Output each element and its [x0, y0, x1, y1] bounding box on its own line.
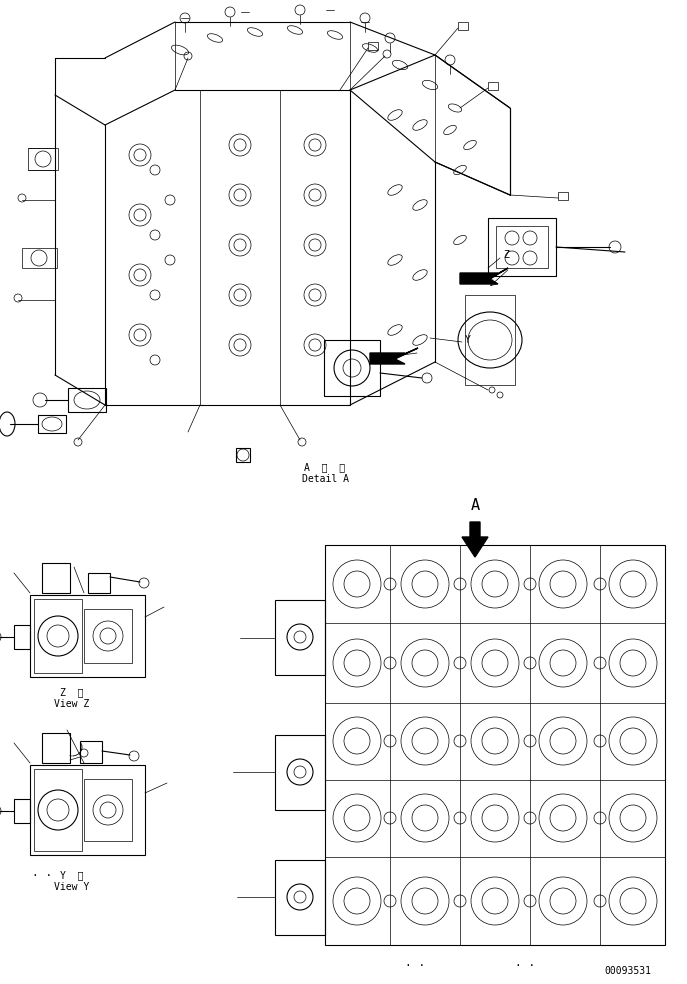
- Text: . .: . .: [32, 868, 52, 878]
- Text: . .: . .: [515, 958, 535, 968]
- Bar: [30, 765, 145, 855]
- Bar: [14, 625, 30, 649]
- Text: . .: . .: [405, 958, 425, 968]
- Bar: [68, 388, 106, 412]
- Text: Y: Y: [465, 335, 471, 345]
- Bar: [496, 226, 548, 268]
- Bar: [275, 860, 325, 935]
- Text: Z: Z: [503, 250, 509, 260]
- Bar: [30, 595, 145, 677]
- Bar: [38, 415, 66, 433]
- Text: 00093531: 00093531: [605, 966, 651, 976]
- Bar: [368, 42, 378, 50]
- Polygon shape: [460, 268, 508, 284]
- Bar: [84, 779, 132, 841]
- Bar: [88, 573, 110, 593]
- Bar: [325, 545, 665, 945]
- Bar: [458, 22, 468, 30]
- Bar: [236, 448, 250, 462]
- Bar: [34, 599, 82, 673]
- Bar: [275, 600, 325, 675]
- Bar: [42, 733, 70, 763]
- Text: A: A: [471, 498, 480, 513]
- Bar: [324, 340, 380, 396]
- Bar: [42, 563, 70, 593]
- Bar: [488, 218, 556, 276]
- Bar: [465, 295, 515, 385]
- Bar: [558, 192, 568, 200]
- Polygon shape: [370, 348, 418, 364]
- Bar: [28, 148, 58, 170]
- Bar: [34, 769, 82, 851]
- Bar: [14, 799, 30, 823]
- Bar: [488, 82, 498, 90]
- Text: Z  視
View Z: Z 視 View Z: [54, 687, 89, 708]
- Bar: [275, 735, 325, 810]
- Bar: [80, 741, 102, 763]
- Text: Y  視
View Y: Y 視 View Y: [54, 870, 89, 892]
- Polygon shape: [462, 522, 488, 557]
- Text: A  詳  細
Detail A: A 詳 細 Detail A: [302, 462, 348, 484]
- Bar: [22, 248, 57, 268]
- Bar: [84, 609, 132, 663]
